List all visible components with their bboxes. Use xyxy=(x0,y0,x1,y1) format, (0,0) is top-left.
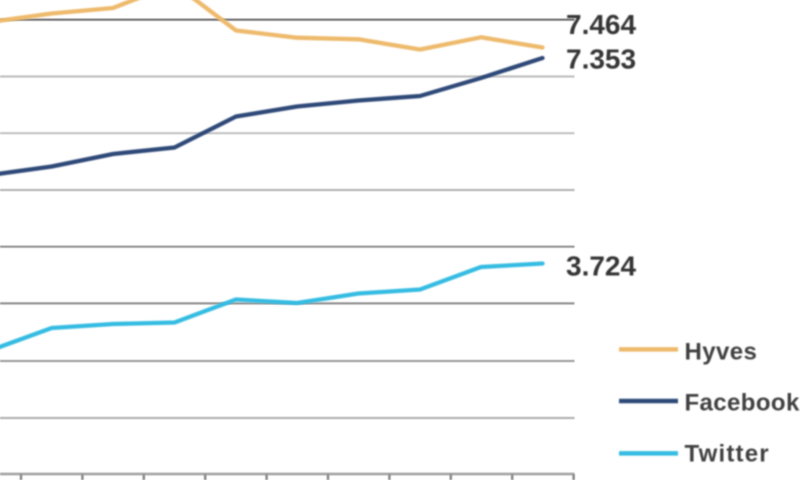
svg-text:7.353: 7.353 xyxy=(566,44,636,75)
svg-text:Facebook: Facebook xyxy=(685,389,800,416)
svg-text:7.464: 7.464 xyxy=(566,9,636,40)
svg-text:Hyves: Hyves xyxy=(685,339,758,366)
svg-text:Twitter: Twitter xyxy=(685,441,770,468)
svg-text:3.724: 3.724 xyxy=(566,251,636,282)
